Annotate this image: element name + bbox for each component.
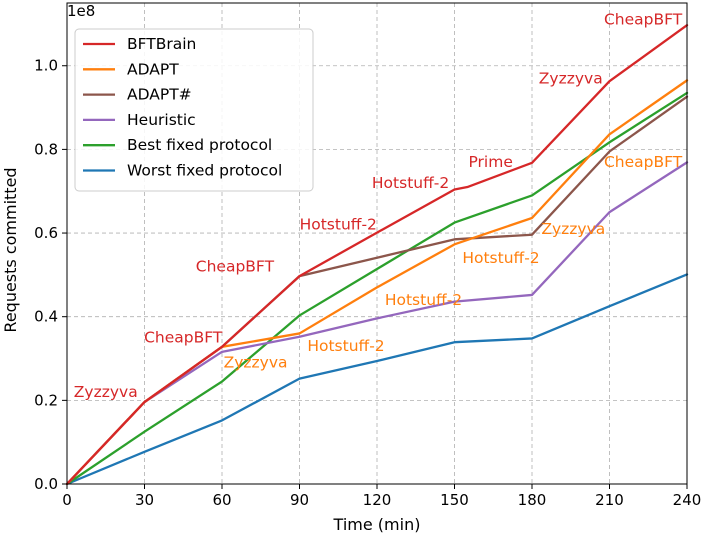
x-tick-label: 240 xyxy=(673,491,702,509)
y-tick-label: 0.4 xyxy=(34,308,58,326)
x-tick-label: 210 xyxy=(595,491,624,509)
series-layer xyxy=(65,24,689,486)
x-tick-label: 60 xyxy=(212,491,231,509)
legend-label: ADAPT# xyxy=(127,86,192,104)
annotation-layer: ZyzzyvaCheapBFTCheapBFTHotstuff-2Hotstuf… xyxy=(74,11,683,401)
y-axis-ticks: 0.0 0.2 0.4 0.6 0.8 1.0 xyxy=(34,57,67,493)
annotation-label: Hotstuff-2 xyxy=(372,174,449,192)
legend-label: Best fixed protocol xyxy=(127,136,272,154)
legend-box xyxy=(74,28,314,192)
legend-label: Heuristic xyxy=(127,111,196,129)
series-line-bftbrain xyxy=(65,24,689,486)
annotation-label: Hotstuff-2 xyxy=(300,216,377,234)
annotation-label: Hotstuff-2 xyxy=(307,337,384,355)
y-axis-multiplier: 1e8 xyxy=(67,2,95,20)
annotation-label: Zyzzyva xyxy=(74,383,138,401)
annotation-label: Prime xyxy=(468,153,512,171)
annotation-label: Zyzzyva xyxy=(224,354,288,372)
legend-label: Worst fixed protocol xyxy=(127,162,282,180)
series-line-best-fixed-protocol xyxy=(65,91,689,486)
annotation-label: Hotstuff-2 xyxy=(462,249,539,267)
x-tick-label: 30 xyxy=(135,491,154,509)
x-tick-label: 150 xyxy=(440,491,469,509)
y-tick-label: 0.8 xyxy=(34,140,58,158)
annotation-label: Zyzzyva xyxy=(539,69,603,87)
x-tick-label: 0 xyxy=(62,491,72,509)
annotation-label: Hotstuff-2 xyxy=(385,291,462,309)
x-tick-label: 90 xyxy=(290,491,309,509)
x-axis-label: Time (min) xyxy=(333,515,421,534)
legend-label: BFTBrain xyxy=(127,35,196,53)
annotation-label: CheapBFT xyxy=(604,153,683,171)
annotation-label: CheapBFT xyxy=(196,258,275,276)
x-axis-ticks: 0 30 60 90 120 150 180 210 240 xyxy=(62,484,701,509)
annotation-label: CheapBFT xyxy=(604,11,683,29)
y-axis-label: Requests committed xyxy=(1,167,20,332)
annotation-label: CheapBFT xyxy=(144,329,223,347)
legend: BFTBrain ADAPT ADAPT# Heuristic Best fixed p… xyxy=(74,28,314,192)
y-tick-label: 0.6 xyxy=(34,224,58,242)
y-tick-label: 0.0 xyxy=(34,475,58,493)
y-tick-label: 0.2 xyxy=(34,391,58,409)
series-line-worst-fixed-protocol xyxy=(65,273,689,486)
x-tick-label: 180 xyxy=(518,491,547,509)
annotation-label: Zyzzyva xyxy=(541,220,605,238)
legend-label: ADAPT xyxy=(127,60,179,78)
y-tick-label: 1.0 xyxy=(34,57,58,75)
series-line-heuristic xyxy=(65,161,689,486)
x-tick-label: 120 xyxy=(363,491,392,509)
